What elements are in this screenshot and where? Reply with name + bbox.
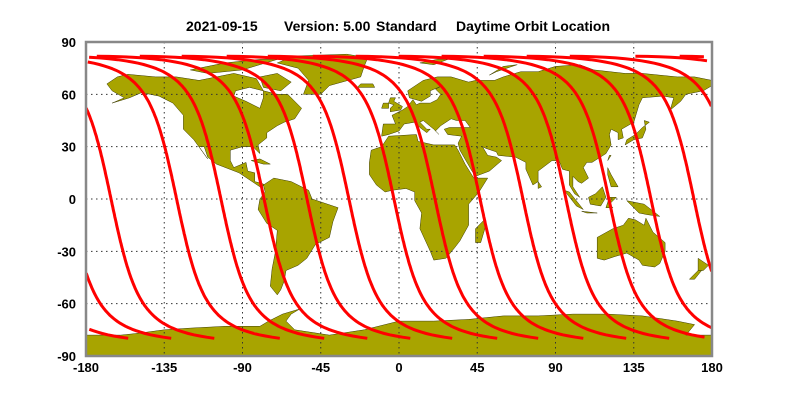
land-eurasia bbox=[381, 64, 712, 198]
y-tick-label: 30 bbox=[62, 140, 76, 155]
land-south-america bbox=[257, 177, 339, 296]
land-novaya-zemlya bbox=[489, 64, 518, 76]
orbit-track-4 bbox=[96, 54, 368, 340]
land-australia bbox=[596, 217, 666, 268]
title-version: Version: 5.00 bbox=[284, 18, 371, 34]
x-tick-label: -90 bbox=[233, 360, 252, 375]
orbit-track-6 bbox=[181, 54, 453, 340]
y-tick-label: 60 bbox=[62, 87, 76, 102]
hudson-bay bbox=[233, 87, 264, 109]
orbit-tracks bbox=[86, 54, 712, 340]
x-tick-label: 135 bbox=[623, 360, 645, 375]
y-tick-label: 90 bbox=[62, 35, 76, 50]
title-product: Standard bbox=[376, 18, 437, 34]
orbit-track-1 bbox=[86, 54, 712, 340]
x-tick-label: -135 bbox=[151, 360, 177, 375]
land-iceland bbox=[356, 83, 376, 88]
orbit-track-11 bbox=[398, 54, 670, 340]
orbit-track-9 bbox=[312, 54, 584, 340]
land-taiwan bbox=[607, 155, 612, 161]
land-java bbox=[581, 210, 598, 214]
y-tick-label: 0 bbox=[69, 192, 76, 207]
x-tick-label: -45 bbox=[311, 360, 330, 375]
land-philippines bbox=[607, 167, 619, 188]
land-great-britain bbox=[388, 97, 403, 113]
title-description: Daytime Orbit Location bbox=[456, 18, 610, 34]
orbit-track-14 bbox=[86, 54, 712, 340]
land-sumatra bbox=[563, 189, 584, 210]
x-tick-label: 45 bbox=[470, 360, 484, 375]
orbit-track-8 bbox=[267, 54, 539, 340]
x-tick-label: 90 bbox=[548, 360, 562, 375]
x-tick-label: 180 bbox=[701, 360, 723, 375]
y-axis-ticks: 90 60 30 0 -30 -60 -90 bbox=[57, 35, 76, 364]
orbit-track-12 bbox=[441, 54, 705, 339]
orbit-track-10 bbox=[355, 54, 627, 340]
land-borneo bbox=[588, 186, 607, 207]
y-tick-label: -60 bbox=[57, 297, 76, 312]
orbit-track-5 bbox=[139, 54, 411, 340]
land-sri-lanka bbox=[537, 180, 542, 189]
orbit-track-3 bbox=[89, 54, 704, 340]
x-tick-label: 0 bbox=[395, 360, 402, 375]
orbit-track-13 bbox=[88, 54, 712, 340]
land-nz-north bbox=[697, 257, 709, 271]
title-date: 2021-09-15 bbox=[186, 18, 258, 34]
y-tick-label: -90 bbox=[57, 349, 76, 364]
plot-frame bbox=[84, 40, 714, 358]
y-tick-label: -30 bbox=[57, 244, 76, 259]
land-layer bbox=[86, 53, 712, 356]
orbit-track-7 bbox=[226, 54, 498, 340]
x-axis-ticks: -180 -135 -90 -45 0 45 90 135 180 bbox=[73, 360, 723, 375]
land-nz-south bbox=[688, 270, 703, 280]
orbit-track-2 bbox=[87, 54, 708, 340]
land-africa bbox=[369, 134, 489, 261]
land-ireland bbox=[381, 102, 389, 109]
x-tick-label: -180 bbox=[73, 360, 99, 375]
